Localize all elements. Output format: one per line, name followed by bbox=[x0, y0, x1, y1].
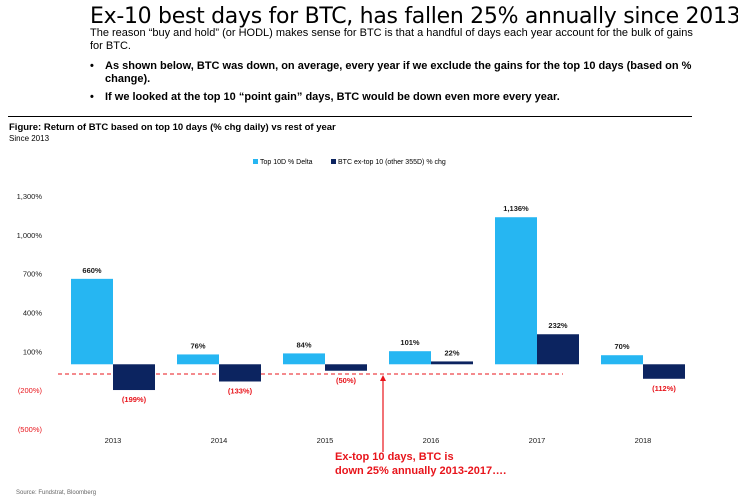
x-axis-labels: 2013 2014 2015 2016 2017 2018 bbox=[105, 436, 652, 445]
figure-subtitle: Since 2013 bbox=[9, 134, 50, 143]
data-label: 84% bbox=[296, 340, 311, 349]
legend-swatch-top10 bbox=[253, 159, 258, 164]
legend-label-ex-top10: BTC ex-top 10 (other 355D) % chg bbox=[338, 159, 446, 166]
header-divider bbox=[8, 116, 692, 117]
legend: Top 10D % Delta BTC ex-top 10 (other 355… bbox=[253, 159, 446, 166]
y-tick-label: 400% bbox=[23, 309, 43, 318]
data-labels: 660% (199%) 76% (133%) 84% (50%) 101% 22% 1,136%… bbox=[82, 204, 676, 404]
bar-top10 bbox=[495, 217, 537, 365]
x-tick-label: 2014 bbox=[211, 436, 228, 445]
annotation-line-2: down 25% annually 2013-2017…. bbox=[335, 465, 506, 477]
data-label: 22% bbox=[444, 348, 459, 357]
legend-swatch-ex-top10 bbox=[331, 159, 336, 164]
y-tick-label: 1,300% bbox=[17, 192, 43, 201]
y-tick-label: (200%) bbox=[18, 386, 43, 395]
data-label: (50%) bbox=[336, 376, 357, 385]
data-label: 1,136% bbox=[503, 204, 529, 213]
bar-ex-top10 bbox=[431, 361, 473, 365]
page-title: Ex-10 best days for BTC, has fallen 25% … bbox=[90, 4, 738, 29]
annotation-arrow bbox=[380, 374, 386, 452]
data-label: 76% bbox=[190, 341, 205, 350]
data-label: (112%) bbox=[652, 384, 676, 393]
annotation-line-1: Ex-top 10 days, BTC is bbox=[335, 451, 454, 463]
x-tick-label: 2015 bbox=[317, 436, 334, 445]
bar-top10 bbox=[283, 353, 325, 365]
legend-label-top10: Top 10D % Delta bbox=[260, 159, 313, 166]
x-tick-label: 2018 bbox=[635, 436, 652, 445]
bar-top10 bbox=[177, 354, 219, 365]
arrow-head bbox=[380, 374, 386, 381]
x-tick-label: 2013 bbox=[105, 436, 122, 445]
bullet-text: If we looked at the top 10 “point gain” … bbox=[105, 91, 560, 103]
bar-top10 bbox=[389, 351, 431, 365]
y-axis-labels: 1,300% 1,000% 700% 400% 100% (200%) (500%) bbox=[17, 192, 43, 434]
data-label: 70% bbox=[614, 342, 629, 351]
bar-ex-top10 bbox=[113, 364, 155, 391]
data-label: (133%) bbox=[228, 386, 253, 395]
y-tick-label: 1,000% bbox=[17, 231, 43, 240]
bar-ex-top10 bbox=[643, 364, 685, 379]
data-label: 660% bbox=[82, 266, 102, 275]
data-label: (199%) bbox=[122, 395, 147, 404]
bullet-list: • As shown below, BTC was down, on avera… bbox=[90, 60, 710, 109]
bullet-text: As shown below, BTC was down, on average… bbox=[105, 60, 692, 85]
bar-ex-top10 bbox=[325, 364, 367, 371]
figure-title: Figure: Return of BTC based on top 10 da… bbox=[9, 122, 336, 133]
bullet-dot: • bbox=[90, 91, 94, 103]
y-tick-label: 700% bbox=[23, 270, 43, 279]
bullet-item: • If we looked at the top 10 “point gain… bbox=[90, 91, 710, 104]
y-tick-label: (500%) bbox=[18, 425, 43, 434]
bullet-item: • As shown below, BTC was down, on avera… bbox=[90, 60, 710, 86]
bullet-dot: • bbox=[90, 60, 94, 72]
y-tick-label: 100% bbox=[23, 347, 43, 356]
bar-top10 bbox=[71, 278, 113, 365]
bars bbox=[71, 217, 685, 391]
x-tick-label: 2016 bbox=[423, 436, 440, 445]
data-label: 101% bbox=[400, 338, 420, 347]
source-note: Source: Fundstrat, Bloomberg bbox=[16, 490, 97, 496]
data-label: 232% bbox=[548, 321, 568, 330]
bar-ex-top10 bbox=[537, 334, 579, 365]
bar-ex-top10 bbox=[219, 364, 261, 382]
x-tick-label: 2017 bbox=[529, 436, 546, 445]
bar-top10 bbox=[601, 355, 643, 365]
page-subtitle: The reason “buy and hold” (or HODL) make… bbox=[90, 27, 693, 52]
